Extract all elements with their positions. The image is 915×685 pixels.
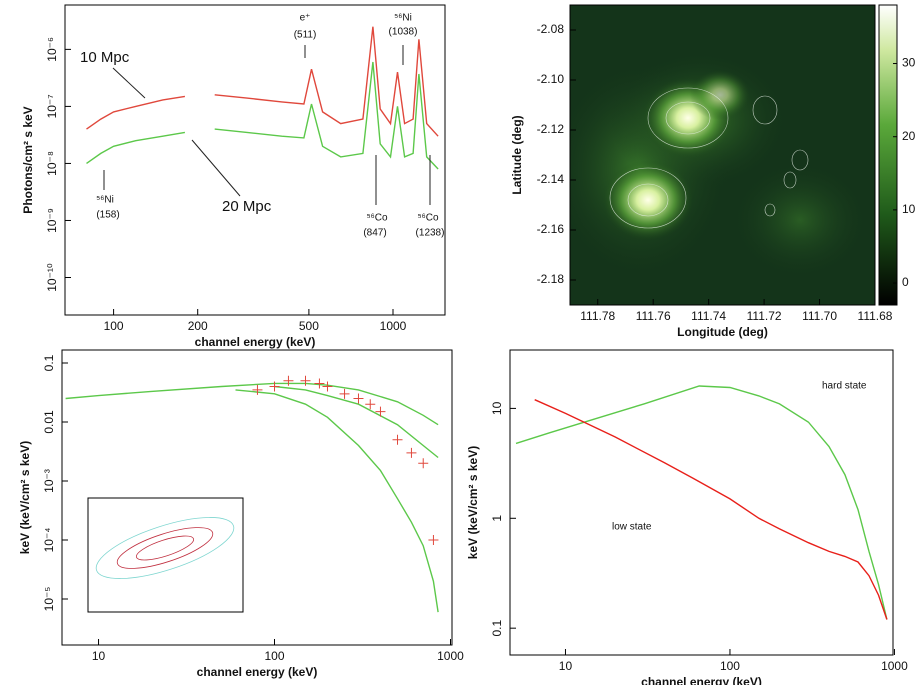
map-image	[570, 5, 875, 305]
series-label: 10 Mpc	[80, 49, 130, 66]
annotation: ⁵⁶Ni	[96, 195, 114, 206]
annotation: (158)	[96, 210, 119, 221]
y-tick-label: 1	[490, 515, 504, 522]
data-point	[269, 381, 280, 392]
y-tick-label: 10⁻⁶	[45, 37, 59, 62]
data-point	[314, 378, 325, 389]
plot-frame	[64, 4, 446, 316]
data-point	[339, 388, 350, 399]
x-tick-label: 111.74	[691, 309, 726, 323]
colorbar	[878, 4, 898, 306]
y-tick-label: -2.14	[537, 172, 565, 186]
annotation: ⁵⁶Co	[417, 213, 438, 224]
data-point	[406, 447, 417, 458]
y-tick-label: 10⁻⁹	[45, 208, 59, 233]
y-tick-label: 10⁻³	[42, 469, 56, 493]
annotation: (511)	[294, 30, 317, 41]
data-point	[375, 406, 386, 417]
y-tick-label: 0.01	[42, 410, 56, 434]
colorbar-tick-label: 10	[902, 202, 915, 216]
inset-plot	[87, 497, 244, 613]
x-tick-label: 100	[264, 649, 284, 663]
annotation: (847)	[363, 228, 386, 239]
colorbar-tick-label: 30	[902, 56, 915, 70]
series-line	[214, 26, 439, 137]
annotation: e⁺	[300, 13, 311, 24]
x-tick-label: 1000	[437, 649, 464, 663]
x-tick-label: 1000	[380, 319, 407, 333]
y-tick-label: 10⁻⁷	[45, 94, 59, 118]
annotation: ⁵⁶Co	[366, 213, 387, 224]
annotation: (1038)	[389, 27, 418, 38]
data-point	[283, 375, 294, 386]
plot-frame	[61, 349, 453, 646]
data-point	[252, 384, 263, 395]
data-point	[300, 375, 311, 386]
x-tick-label: 1000	[881, 659, 908, 673]
series-line	[214, 61, 439, 170]
x-tick-label: 100	[104, 319, 124, 333]
series-line	[235, 389, 439, 613]
y-tick-label: -2.08	[537, 22, 565, 36]
annotation: (1238)	[416, 228, 445, 239]
data-point	[353, 393, 364, 404]
data-point	[365, 399, 376, 410]
y-axis-title: Latitude (deg)	[510, 115, 524, 194]
data-point	[418, 458, 429, 469]
data-point	[322, 381, 333, 392]
x-tick-label: 10	[559, 659, 573, 673]
y-tick-label: 10⁻⁵	[42, 587, 56, 612]
y-tick-label: 10⁻⁴	[42, 528, 56, 553]
series-line	[515, 385, 888, 620]
y-axis-title: Photons/cm² s keV	[21, 106, 35, 213]
x-tick-label: 111.76	[636, 309, 671, 323]
x-tick-label: 200	[188, 319, 208, 333]
x-tick-label: 100	[720, 659, 740, 673]
colorbar-tick-label: 0	[902, 275, 909, 289]
series-line	[86, 131, 186, 164]
plot-frame	[569, 4, 876, 306]
colorbar-tick-label: 20	[902, 129, 915, 143]
plot-frame	[509, 349, 894, 656]
series-line	[534, 399, 888, 620]
x-tick-label: 500	[299, 319, 319, 333]
series-line	[274, 385, 439, 459]
x-axis-title: channel energy (keV)	[197, 665, 318, 679]
y-tick-label: 10⁻¹⁰	[45, 263, 59, 292]
y-tick-label: 0.1	[42, 354, 56, 371]
leader-line	[191, 139, 241, 197]
series-line	[86, 95, 186, 130]
x-tick-label: 111.68	[858, 309, 893, 323]
y-tick-label: -2.10	[537, 72, 565, 86]
x-axis-title: Longitude (deg)	[677, 325, 768, 339]
x-axis-title: channel energy (keV)	[195, 335, 316, 349]
x-tick-label: 111.72	[747, 309, 782, 323]
y-tick-label: 10⁻⁸	[45, 151, 59, 176]
x-tick-label: 10	[92, 649, 106, 663]
y-tick-label: 0.1	[490, 620, 504, 637]
series-label: low state	[612, 522, 652, 533]
x-axis-title: channel energy (keV)	[641, 675, 762, 685]
x-tick-label: 111.70	[802, 309, 837, 323]
y-axis-title: keV (keV/cm² s keV)	[466, 446, 480, 559]
x-tick-label: 111.78	[580, 309, 615, 323]
data-point	[392, 434, 403, 445]
y-tick-label: -2.16	[537, 222, 565, 236]
y-tick-label: 10	[490, 401, 504, 415]
series-line	[65, 382, 439, 426]
y-tick-label: -2.12	[537, 122, 565, 136]
y-tick-label: -2.18	[537, 272, 565, 286]
data-point	[428, 534, 439, 545]
series-label: hard state	[822, 381, 867, 392]
series-label: 20 Mpc	[222, 198, 272, 215]
y-axis-title: keV (keV/cm² s keV)	[18, 441, 32, 554]
annotation: ⁵⁶Ni	[394, 13, 412, 24]
leader-line	[112, 67, 146, 99]
